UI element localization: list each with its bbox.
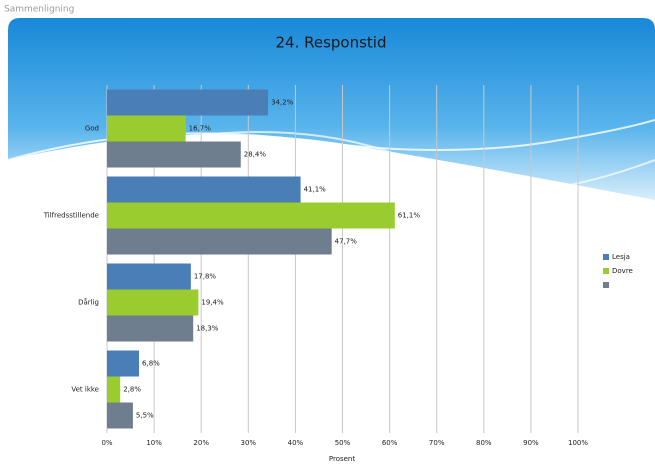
- x-tick-label: 100%: [568, 439, 588, 447]
- y-tick-label: Dårlig: [78, 298, 99, 307]
- bar: [107, 202, 395, 229]
- x-tick-label: 80%: [476, 439, 492, 447]
- y-tick-label: Vet ikke: [71, 386, 99, 394]
- legend-swatch: [603, 282, 609, 288]
- bar: [107, 289, 199, 316]
- legend-label: Dovre: [612, 267, 633, 275]
- bar: [107, 228, 332, 255]
- data-label: 18,3%: [196, 325, 219, 333]
- data-label: 28,4%: [244, 151, 267, 159]
- bar: [107, 315, 194, 342]
- legend-label: Lesja: [612, 253, 630, 261]
- data-label: 5,5%: [136, 412, 154, 420]
- x-axis-label: Prosent: [329, 455, 355, 463]
- x-tick-label: 20%: [193, 439, 209, 447]
- y-tick-label: God: [85, 125, 99, 133]
- data-label: 19,4%: [201, 299, 224, 307]
- data-label: 41,1%: [304, 186, 327, 194]
- chart-title: 24. Responstid: [275, 34, 386, 52]
- y-tick-label: Tilfredsstillende: [43, 212, 99, 220]
- bar: [107, 141, 241, 168]
- x-tick-label: 40%: [288, 439, 304, 447]
- x-tick-label: 0%: [101, 439, 112, 447]
- x-tick-label: 50%: [335, 439, 351, 447]
- data-label: 2,8%: [123, 386, 141, 394]
- data-label: 6,8%: [142, 360, 160, 368]
- bar: [107, 176, 301, 203]
- header: Sammenligning: [4, 5, 74, 15]
- data-label: 16,7%: [189, 125, 212, 133]
- sky-background: [8, 18, 655, 200]
- x-tick-label: 10%: [146, 439, 162, 447]
- bar: [107, 376, 121, 403]
- bar: [107, 263, 191, 290]
- bar: [107, 115, 186, 142]
- legend-swatch: [603, 268, 609, 274]
- x-tick-label: 30%: [241, 439, 257, 447]
- x-tick-label: 60%: [382, 439, 398, 447]
- data-label: 17,8%: [194, 273, 217, 281]
- data-label: 34,2%: [271, 99, 294, 107]
- data-label: 61,1%: [398, 212, 421, 220]
- x-tick-label: 70%: [429, 439, 445, 447]
- data-label: 47,7%: [335, 238, 358, 246]
- bar: [107, 402, 133, 429]
- wave: [199, 131, 655, 193]
- bar: [107, 89, 269, 116]
- legend-swatch: [603, 254, 609, 260]
- bar: [107, 350, 140, 377]
- x-tick-label: 90%: [523, 439, 539, 447]
